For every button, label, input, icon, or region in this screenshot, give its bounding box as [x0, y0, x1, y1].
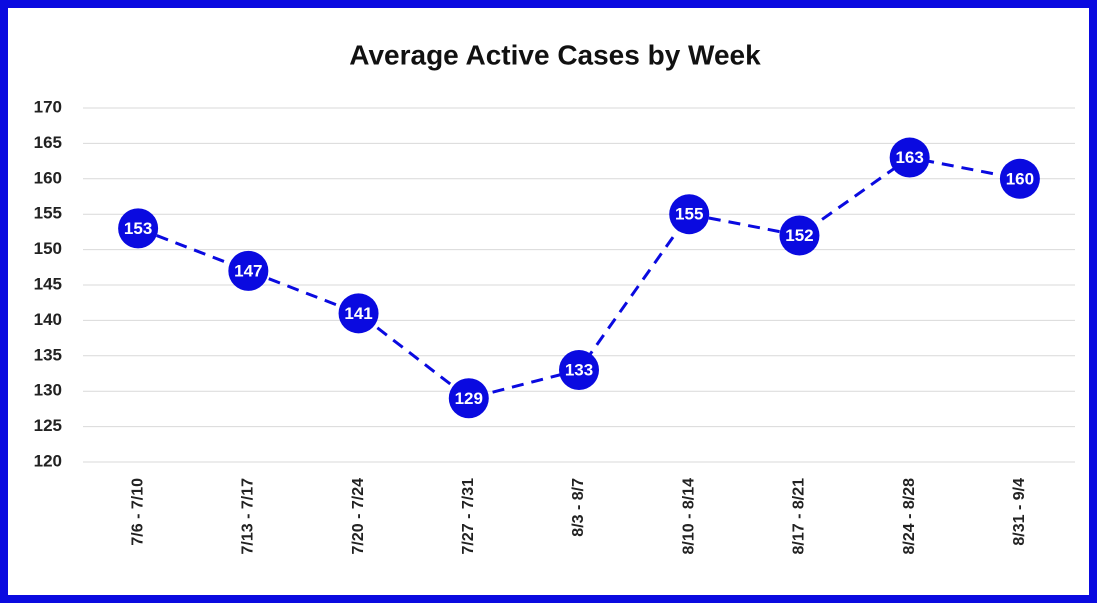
y-tick-label: 165	[34, 133, 62, 152]
y-tick-label: 140	[34, 310, 62, 329]
y-tick-label: 130	[34, 381, 62, 400]
data-point	[228, 250, 269, 291]
data-label: 141	[344, 304, 372, 323]
y-tick-label: 160	[34, 168, 62, 187]
chart-title: Average Active Cases by Week	[349, 39, 761, 70]
x-tick-label: 8/24 - 8/28	[901, 478, 918, 555]
x-tick-label: 7/20 - 7/24	[350, 478, 367, 555]
y-tick-label: 170	[34, 97, 62, 116]
data-point	[338, 293, 379, 334]
data-label: 147	[234, 261, 262, 280]
data-label: 155	[675, 205, 703, 224]
data-point	[889, 137, 930, 178]
x-tick-label: 7/27 - 7/31	[460, 478, 477, 555]
data-point	[779, 215, 820, 256]
x-tick-label: 7/13 - 7/17	[240, 478, 257, 555]
data-point	[118, 208, 159, 249]
data-label: 133	[565, 360, 593, 379]
y-tick-label: 125	[34, 416, 62, 435]
data-label: 160	[1006, 169, 1034, 188]
data-point	[559, 349, 599, 390]
y-tick-label: 135	[34, 345, 62, 364]
x-tick-label: 8/10 - 8/14	[680, 478, 697, 555]
y-tick-label: 155	[34, 204, 62, 223]
x-tick-label: 8/31 - 9/4	[1011, 478, 1028, 546]
y-tick-label: 120	[34, 451, 62, 470]
data-point	[448, 378, 489, 419]
x-tick-label: 7/6 - 7/10	[129, 478, 146, 546]
y-tick-label: 150	[34, 239, 62, 258]
data-label: 153	[124, 219, 152, 238]
x-tick-label: 8/17 - 8/21	[791, 478, 808, 555]
data-point	[669, 194, 710, 235]
data-label: 129	[455, 389, 483, 408]
data-label: 152	[785, 226, 813, 245]
y-tick-label: 145	[34, 274, 62, 293]
data-label: 163	[895, 148, 923, 167]
x-tick-label: 8/3 - 8/7	[570, 478, 587, 537]
data-point	[999, 158, 1040, 199]
